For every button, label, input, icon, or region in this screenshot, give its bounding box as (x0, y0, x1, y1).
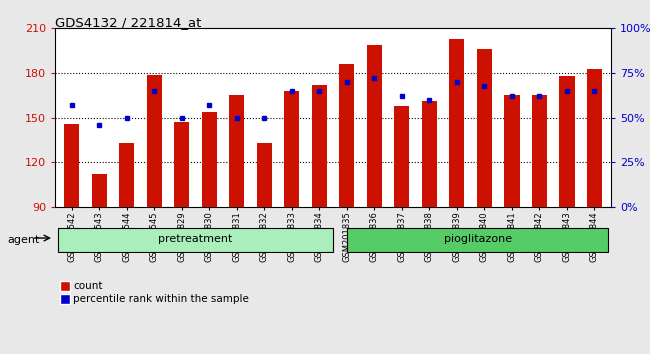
Bar (367, 45, 382, 207)
Bar (395, 106, 410, 207)
FancyBboxPatch shape (58, 228, 333, 252)
Bar (229, 95, 244, 207)
Bar (449, 39, 465, 207)
Text: agent: agent (8, 235, 40, 245)
Text: GDS4132 / 221814_at: GDS4132 / 221814_at (55, 16, 201, 29)
Bar (422, 101, 437, 207)
Bar (147, 74, 162, 207)
Bar (257, 143, 272, 207)
Bar (92, 174, 107, 207)
FancyBboxPatch shape (347, 228, 608, 252)
Legend: count, percentile rank within the sample: count, percentile rank within the sample (60, 281, 249, 304)
Bar (587, 69, 602, 207)
Bar (64, 124, 79, 207)
Text: pioglitazone: pioglitazone (443, 234, 512, 244)
Bar (312, 85, 327, 207)
Bar (532, 95, 547, 207)
Bar (560, 76, 575, 207)
Text: pretreatment: pretreatment (159, 234, 233, 244)
Bar (284, 91, 300, 207)
Bar (477, 49, 492, 207)
Bar (202, 112, 217, 207)
Bar (174, 122, 189, 207)
Bar (119, 143, 135, 207)
Bar (504, 95, 519, 207)
Bar (339, 64, 354, 207)
